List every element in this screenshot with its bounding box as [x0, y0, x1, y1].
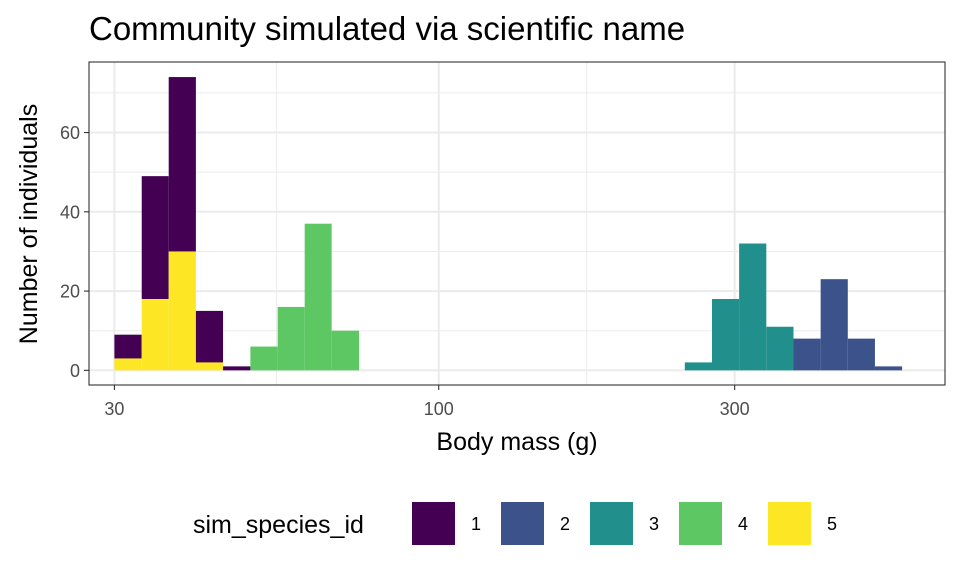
legend-title: sim_species_id [193, 511, 364, 539]
y-axis: 0 20 40 60 [60, 123, 89, 381]
bar-species-1 [168, 77, 196, 252]
bar-species-3 [684, 362, 712, 371]
bar-species-5 [141, 299, 169, 371]
bar-species-2 [847, 338, 875, 371]
bar-species-5 [195, 362, 224, 371]
bar-species-2 [793, 338, 821, 371]
y-tick-label: 60 [60, 123, 80, 143]
bar-species-1 [223, 366, 251, 371]
legend-label-4: 4 [738, 514, 748, 534]
bar-species-4 [331, 330, 360, 371]
bar-species-4 [277, 306, 305, 371]
bar-species-3 [766, 326, 794, 371]
legend-key-3 [590, 502, 633, 545]
legend-key-1 [412, 502, 455, 545]
bar-species-1 [114, 334, 142, 359]
y-tick-label: 40 [60, 202, 80, 222]
chart-title: Community simulated via scientific name [89, 10, 685, 47]
grid-minor [89, 62, 945, 385]
x-tick-label: 100 [424, 399, 454, 419]
legend-label-2: 2 [560, 514, 570, 534]
legend: sim_species_id 1 2 3 4 5 [193, 502, 837, 545]
legend-key-4 [679, 502, 722, 545]
bar-species-1 [141, 176, 169, 299]
y-tick-label: 0 [70, 361, 80, 381]
bar-species-4 [304, 223, 332, 371]
bar-species-5 [168, 251, 196, 371]
bar-species-5 [114, 358, 142, 371]
x-tick-label: 300 [720, 399, 750, 419]
legend-label-1: 1 [471, 514, 481, 534]
y-axis-title: Number of individuals [15, 104, 43, 344]
legend-key-5 [768, 502, 811, 545]
bars [114, 77, 903, 371]
bar-species-3 [739, 243, 767, 371]
bar-species-3 [712, 299, 740, 371]
bar-species-1 [195, 310, 224, 363]
bar-species-2 [820, 279, 848, 371]
x-axis-title: Body mass (g) [436, 428, 597, 456]
legend-label-3: 3 [649, 514, 659, 534]
y-tick-label: 20 [60, 282, 80, 302]
legend-label-5: 5 [827, 514, 837, 534]
plot-border [88, 61, 946, 386]
x-axis: 30 100 300 [104, 385, 750, 419]
bar-species-4 [250, 346, 278, 371]
legend-key-2 [501, 502, 544, 545]
x-tick-label: 30 [104, 399, 124, 419]
bar-species-2 [874, 366, 903, 371]
